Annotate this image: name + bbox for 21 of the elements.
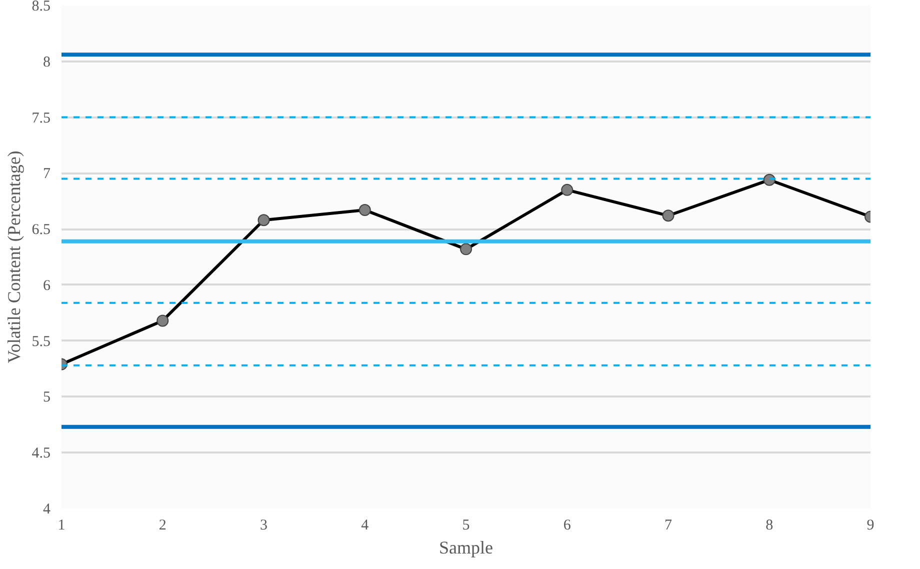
y-tick-label: 5.5	[32, 334, 50, 350]
x-tick-label: 1	[58, 518, 66, 534]
x-tick-label: 7	[664, 518, 672, 534]
x-tick-label: 8	[766, 518, 774, 534]
x-tick-label: 5	[462, 518, 470, 534]
x-tick-label: 6	[563, 518, 572, 534]
y-tick-label: 6.5	[32, 222, 50, 238]
y-tick-label: 4	[43, 502, 51, 518]
y-tick-label: 8	[43, 54, 50, 70]
y-tick-label: 6	[43, 278, 51, 294]
y-axis-title: Volatile Content (Percentage)	[4, 150, 24, 364]
y-tick-label: 7	[43, 166, 51, 182]
y-tick-label: 8.5	[32, 0, 50, 14]
x-axis-title: Sample	[439, 538, 494, 558]
x-tick-label: 9	[866, 518, 874, 534]
x-tick-label: 4	[361, 518, 370, 534]
y-tick-label: 4.5	[32, 446, 50, 462]
y-tick-label: 7.5	[32, 110, 50, 126]
x-tick-label: 3	[260, 518, 268, 534]
x-tick-label: 2	[158, 518, 166, 534]
y-tick-label: 5	[43, 390, 50, 406]
